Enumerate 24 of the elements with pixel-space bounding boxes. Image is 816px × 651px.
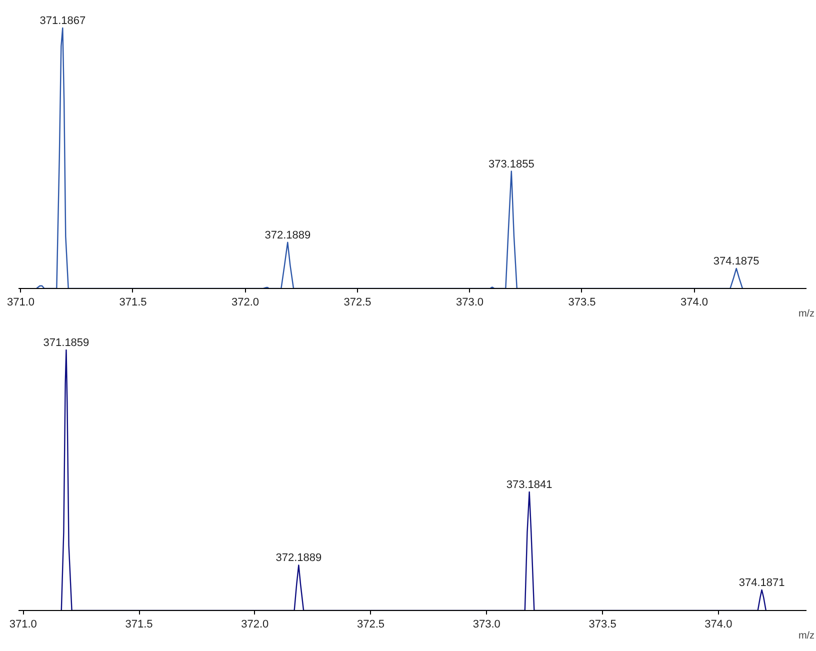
x-tick-label: 372.0 xyxy=(231,296,260,308)
x-tick-label: 373.5 xyxy=(568,296,596,308)
annotation: 374.1871 xyxy=(738,576,785,589)
annotation: 373.1841 xyxy=(506,478,552,491)
annotation: 371.1867 xyxy=(40,14,86,27)
x-tick-label: 372.5 xyxy=(357,618,385,630)
x-tick-label: 371.5 xyxy=(125,618,153,630)
x-axis-title: m/z xyxy=(798,308,815,320)
x-tick-label: 374.0 xyxy=(680,296,708,308)
x-tick-label: 372.5 xyxy=(344,296,372,308)
x-tick-label: 371.5 xyxy=(119,296,147,308)
annotation: 373.1855 xyxy=(488,158,534,170)
x-tick-label: 372.0 xyxy=(241,618,269,630)
x-tick-label: 373.5 xyxy=(588,618,616,630)
x-axis-title: m/z xyxy=(798,630,815,642)
annotation: 374.1875 xyxy=(713,255,760,268)
x-tick-label: 373.0 xyxy=(472,618,500,630)
x-tick-label: 374.0 xyxy=(704,618,732,630)
annotation: 371.1859 xyxy=(43,336,90,349)
x-tick-label: 373.0 xyxy=(456,296,484,308)
annotation: 372.1889 xyxy=(276,552,322,564)
x-tick-label: 371.0 xyxy=(6,296,35,308)
annotation: 372.1889 xyxy=(264,229,311,242)
x-tick-label: 371.0 xyxy=(9,618,37,630)
